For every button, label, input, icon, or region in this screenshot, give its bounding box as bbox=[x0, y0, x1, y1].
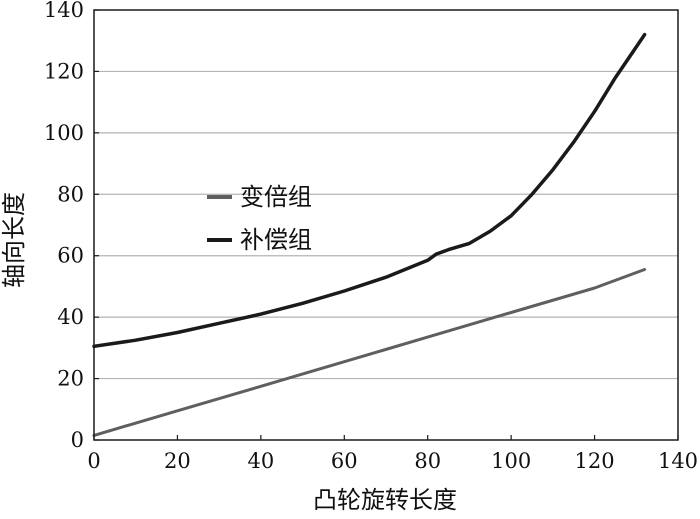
x-tick-label: 0 bbox=[87, 449, 100, 473]
x-tick-label: 40 bbox=[247, 449, 274, 473]
y-tick-label: 0 bbox=[71, 428, 84, 452]
x-tick-label: 20 bbox=[164, 449, 191, 473]
x-tick-label: 140 bbox=[658, 449, 698, 473]
tick-labels: 0 20 40 60 80 100 120 140 0 20 40 60 80 100 120 140 bbox=[44, 0, 698, 473]
x-tick-label: 60 bbox=[331, 449, 358, 473]
y-tick-label: 20 bbox=[57, 367, 84, 391]
x-tick-label: 80 bbox=[414, 449, 441, 473]
y-axis-title: 轴向长度 bbox=[0, 192, 28, 288]
y-tick-label: 100 bbox=[44, 121, 84, 145]
series-line-2 bbox=[92, 32, 647, 349]
y-tick-label: 80 bbox=[57, 182, 84, 206]
grid-lines bbox=[94, 70, 678, 380]
x-tick-label: 120 bbox=[575, 449, 615, 473]
legend-label-series-1: 变倍组 bbox=[240, 183, 312, 211]
y-tick-label: 60 bbox=[57, 244, 84, 268]
x-axis-title: 凸轮旋转长度 bbox=[313, 486, 457, 514]
y-tick-label: 120 bbox=[44, 59, 84, 83]
plot-frame bbox=[93, 9, 679, 441]
legend-label-series-2: 补偿组 bbox=[240, 226, 312, 254]
series-line-1 bbox=[92, 268, 647, 437]
x-tick-label: 100 bbox=[491, 449, 531, 473]
legend: 变倍组 补偿组 bbox=[207, 183, 312, 254]
axes bbox=[93, 9, 679, 441]
series-lines bbox=[92, 32, 647, 437]
y-tick-label: 140 bbox=[44, 0, 84, 22]
y-tick-label: 40 bbox=[57, 305, 84, 329]
